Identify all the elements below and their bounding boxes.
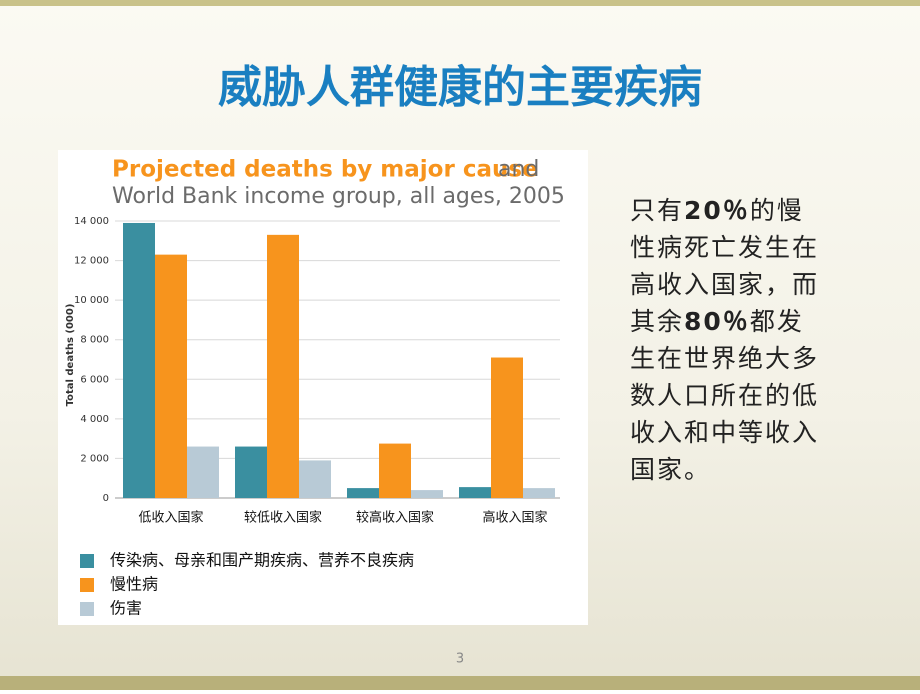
bar (123, 222, 155, 498)
x-tick-label: 低收入国家 (138, 510, 203, 526)
side-text-line: 数人口所在的低 (630, 381, 819, 410)
side-text: 只有20％的慢性病死亡发生在高收入国家，而其余80％都发生在世界绝大多数人口所在… (630, 196, 819, 484)
chart-subtitle: World Bank income group, all ages, 2005 (112, 184, 565, 209)
y-tick-label: 4 000 (80, 414, 109, 425)
side-text-segment: 都发 (750, 307, 804, 336)
side-text-segment: 其余 (630, 307, 684, 336)
side-text-segment: 只有 (630, 196, 684, 225)
side-text-segment: 国家。 (630, 455, 711, 484)
x-tick-label: 较高收入国家 (356, 510, 434, 526)
side-text-segment: 数人口所在的低 (630, 381, 819, 410)
side-text-line: 性病死亡发生在 (630, 233, 819, 262)
side-text-line: 只有20％的慢 (630, 196, 804, 226)
bottom-band (0, 676, 920, 690)
y-tick-label: 14 000 (74, 216, 109, 227)
y-axis-label: Total deaths (000) (65, 304, 76, 407)
bar (299, 460, 331, 498)
x-tick-label: 较低收入国家 (244, 510, 322, 526)
y-tick-label: 8 000 (80, 335, 109, 346)
legend-label: 伤害 (110, 599, 142, 618)
bar (491, 357, 523, 498)
legend-swatch (80, 578, 94, 592)
bar (235, 446, 267, 498)
side-text-line: 国家。 (630, 455, 711, 484)
y-tick-label: 10 000 (74, 295, 109, 306)
top-band (0, 0, 920, 6)
bar (411, 490, 443, 498)
bar (523, 488, 555, 498)
side-text-emphasis: 80％ (684, 307, 750, 336)
side-text-line: 生在世界绝大多 (630, 344, 819, 373)
side-text-segment: 性病死亡发生在 (630, 233, 819, 262)
side-text-segment: 收入和中等收入 (630, 418, 819, 447)
legend-swatch (80, 602, 94, 616)
legend-label: 传染病、母亲和围产期疾病、营养不良疾病 (110, 551, 414, 570)
chart-title: Projected deaths by major cause (112, 157, 538, 183)
y-tick-label: 6 000 (80, 374, 109, 385)
bar (379, 443, 411, 498)
chart-subtitle: and (498, 157, 539, 182)
side-text-line: 收入和中等收入 (630, 418, 819, 447)
side-text-segment: 的慢 (750, 196, 804, 225)
side-text-line: 高收入国家，而 (630, 270, 819, 299)
bar (187, 446, 219, 498)
page-number: 3 (456, 652, 464, 667)
slide-title: 威胁人群健康的主要疾病 (218, 62, 702, 113)
y-tick-label: 0 (103, 493, 109, 504)
bar (347, 488, 379, 498)
y-tick-label: 12 000 (74, 256, 109, 267)
side-text-segment: 生在世界绝大多 (630, 344, 819, 373)
legend-swatch (80, 554, 94, 568)
bar (267, 234, 299, 498)
y-tick-label: 2 000 (80, 453, 109, 464)
side-text-line: 其余80％都发 (630, 307, 804, 337)
side-text-emphasis: 20％ (684, 196, 750, 225)
x-tick-label: 高收入国家 (482, 510, 547, 526)
side-text-segment: 高收入国家，而 (630, 270, 819, 299)
legend-label: 慢性病 (110, 575, 158, 594)
bar (459, 487, 491, 498)
bar (155, 254, 187, 498)
